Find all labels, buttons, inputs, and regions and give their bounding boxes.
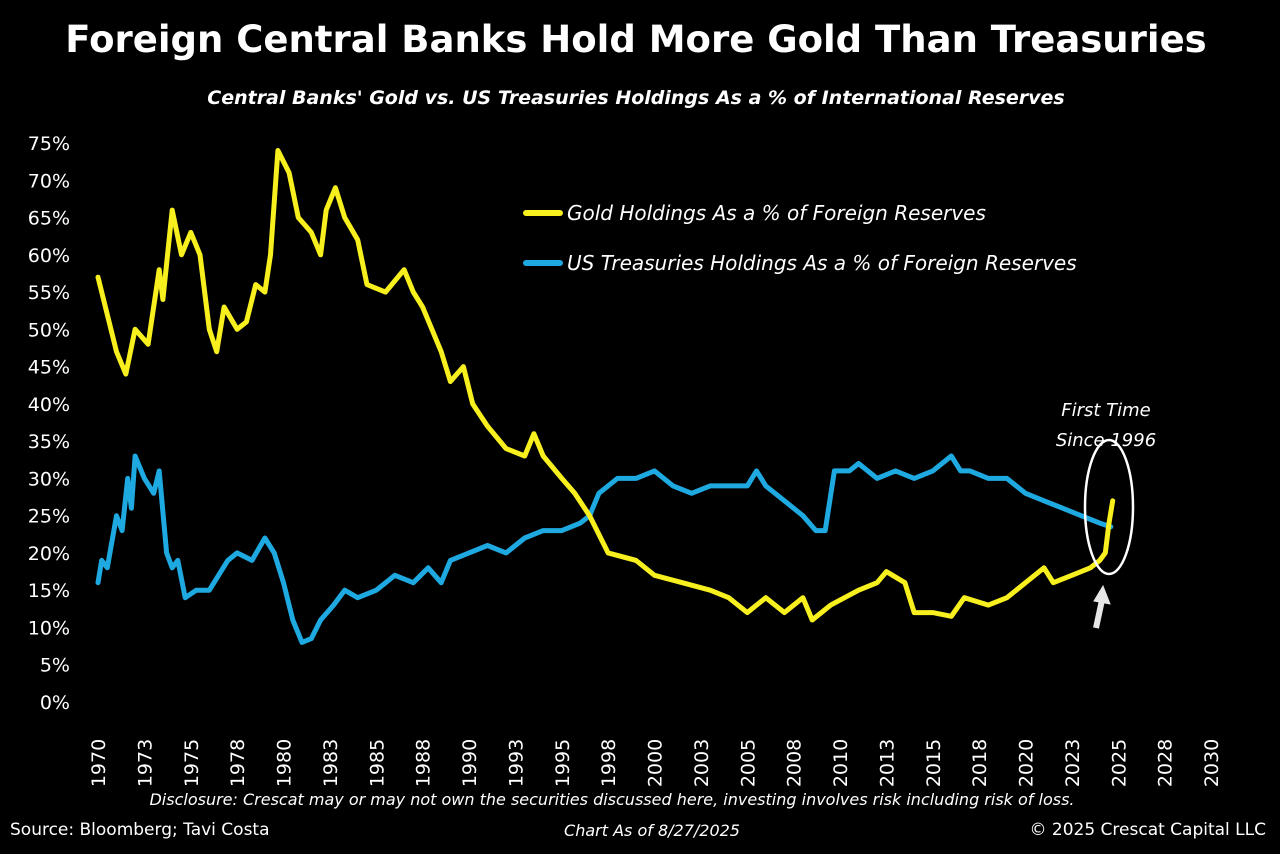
x-tick-label: 1975 xyxy=(181,739,203,787)
x-tick-label: 1988 xyxy=(413,739,435,787)
y-tick-label: 55% xyxy=(28,282,70,304)
series-line-gold xyxy=(95,148,1116,623)
annotation-arrow-icon xyxy=(1093,584,1111,629)
x-tick-label: 2015 xyxy=(923,739,945,787)
x-tick-label: 1985 xyxy=(366,739,388,787)
x-tick-label: 2028 xyxy=(1155,739,1177,787)
x-tick-label: 2025 xyxy=(1108,739,1130,787)
x-axis-ticks: 1970 1973 1975 1978 1980 1983 1985 1988 1990 1993… xyxy=(88,739,1223,787)
x-tick-label: 1983 xyxy=(320,739,342,787)
y-tick-label: 50% xyxy=(28,319,70,341)
x-tick-label: 2030 xyxy=(1201,739,1223,787)
legend: Gold Holdings As a % of Foreign Reserves… xyxy=(523,201,1077,275)
x-tick-label: 1978 xyxy=(227,739,249,787)
x-tick-label: 2018 xyxy=(969,739,991,787)
annotation-circle xyxy=(1083,438,1135,576)
legend-label-gold: Gold Holdings As a % of Foreign Reserves xyxy=(567,201,986,225)
x-tick-label: 2023 xyxy=(1062,739,1084,787)
y-tick-label: 15% xyxy=(28,580,70,602)
y-tick-label: 60% xyxy=(28,245,70,267)
x-tick-label: 2010 xyxy=(830,739,852,787)
y-tick-label: 65% xyxy=(28,208,70,230)
x-tick-label: 1993 xyxy=(505,739,527,787)
source-text: Source: Bloomberg; Tavi Costa xyxy=(10,820,270,840)
y-tick-label: 35% xyxy=(28,431,70,453)
y-tick-label: 30% xyxy=(28,468,70,490)
x-tick-label: 2005 xyxy=(737,739,759,787)
y-tick-label: 10% xyxy=(28,617,70,639)
x-tick-label: 1973 xyxy=(134,739,156,787)
x-tick-label: 2013 xyxy=(876,739,898,787)
x-tick-label: 2003 xyxy=(691,739,713,787)
series-line-treasuries xyxy=(95,453,1114,645)
series-lines xyxy=(95,148,1116,645)
y-tick-label: 5% xyxy=(40,655,70,677)
x-tick-label: 2000 xyxy=(645,739,667,787)
x-tick-label: 1990 xyxy=(459,739,481,787)
x-tick-label: 2020 xyxy=(1016,739,1038,787)
chart-subtitle: Central Banks' Gold vs. US Treasuries Ho… xyxy=(207,87,1064,109)
disclosure-text: Disclosure: Crescat may or may not own t… xyxy=(149,790,1074,809)
legend-label-treasuries: US Treasuries Holdings As a % of Foreign… xyxy=(567,251,1077,275)
y-tick-label: 45% xyxy=(28,357,70,379)
y-axis-ticks: 0% 5% 10% 15% 20% 25% 30% 35% 40% 45% 50% 55% 60% 65%… xyxy=(28,133,70,714)
y-tick-label: 0% xyxy=(40,692,70,714)
x-tick-label: 1995 xyxy=(552,739,574,787)
y-tick-label: 25% xyxy=(28,506,70,528)
chart-title: Foreign Central Banks Hold More Gold Tha… xyxy=(65,18,1206,61)
annotation-line-1: First Time xyxy=(1061,400,1151,421)
as-of-date: Chart As of 8/27/2025 xyxy=(564,821,740,840)
y-tick-label: 75% xyxy=(28,133,70,155)
y-tick-label: 40% xyxy=(28,394,70,416)
y-tick-label: 20% xyxy=(28,543,70,565)
x-tick-label: 1980 xyxy=(274,739,296,787)
x-tick-label: 1970 xyxy=(88,739,110,787)
y-tick-label: 70% xyxy=(28,170,70,192)
annotation: First Time Since 1996 xyxy=(1056,400,1156,629)
x-tick-label: 2008 xyxy=(784,739,806,787)
x-tick-label: 1998 xyxy=(598,739,620,787)
copyright-text: © 2025 Crescat Capital LLC xyxy=(1029,820,1266,840)
